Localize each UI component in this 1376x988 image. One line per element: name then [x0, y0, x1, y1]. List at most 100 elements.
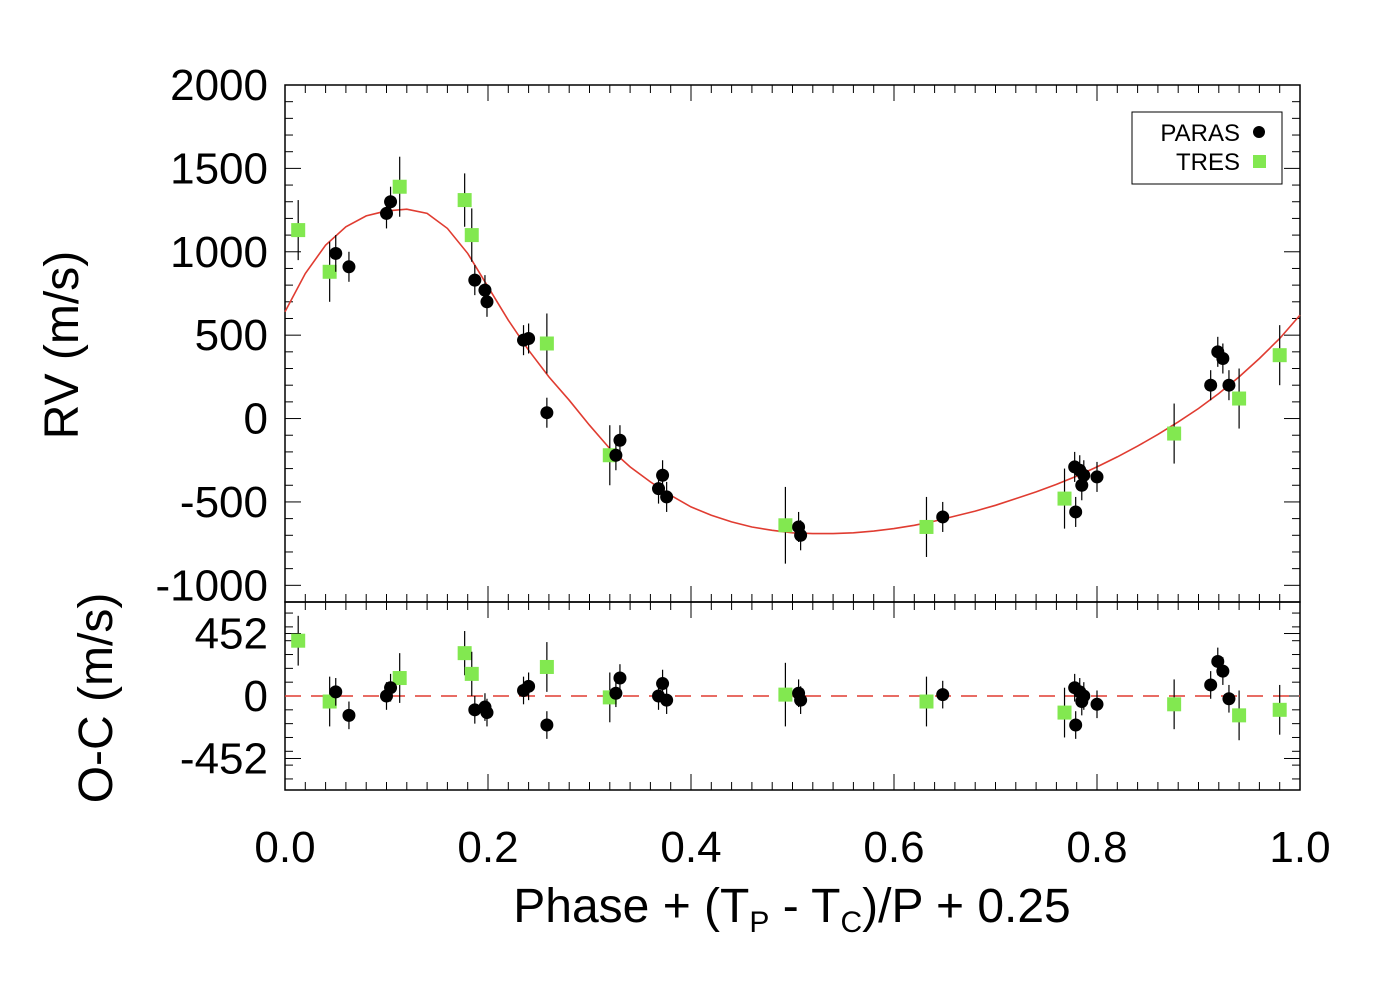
- legend-label-paras: PARAS: [1160, 120, 1240, 147]
- x-tick-label: 0.6: [863, 823, 924, 872]
- x-tick-label: 0.4: [660, 823, 721, 872]
- tres-residual-point: [291, 633, 306, 648]
- tres-residual-point: [1272, 702, 1287, 717]
- paras-residual-point: [480, 706, 494, 720]
- tres-rv-point: [1057, 491, 1072, 506]
- residuals-y-tick-label: 452: [195, 610, 268, 659]
- paras-rv-point: [656, 468, 670, 482]
- tres-residual-point: [322, 694, 337, 709]
- paras-residual-point: [342, 708, 356, 722]
- paras-rv-point: [522, 331, 536, 345]
- paras-rv-point: [652, 482, 666, 496]
- rv-y-axis-title: RV (m/s): [36, 251, 89, 439]
- rv-y-tick-label: 500: [195, 311, 268, 360]
- x-tick-label: 0.0: [254, 823, 315, 872]
- residuals-y-tick-label: 0: [244, 672, 268, 721]
- paras-rv-point: [1204, 378, 1218, 392]
- paras-rv-point: [1075, 478, 1089, 492]
- rv-y-tick-label: 1000: [170, 228, 268, 277]
- paras-rv-point: [384, 195, 398, 209]
- x-axis-title-subscript-c: C: [840, 906, 862, 939]
- paras-residual-point: [540, 718, 554, 732]
- paras-rv-point: [936, 510, 950, 524]
- paras-rv-point: [609, 448, 623, 462]
- tres-rv-point: [1167, 426, 1182, 441]
- rv-model-curve: [284, 208, 1301, 535]
- legend-label-tres: TRES: [1176, 149, 1240, 176]
- paras-rv-point: [342, 260, 356, 274]
- tres-rv-point: [322, 264, 337, 279]
- rv-y-tick-label: 2000: [170, 61, 268, 110]
- tres-residual-point: [392, 671, 407, 686]
- rv-y-tick-label: -500: [180, 478, 268, 527]
- tres-residual-point: [919, 694, 934, 709]
- legend-marker-paras: [1253, 126, 1265, 138]
- tres-residual-point: [457, 646, 472, 661]
- tres-rv-point: [1272, 348, 1287, 363]
- residuals-y-tick-labels: 452 0 -452: [180, 610, 268, 784]
- paras-rv-point: [660, 490, 674, 504]
- residuals-data-points: [291, 615, 1287, 741]
- paras-residual-point: [656, 677, 670, 691]
- paras-residual-point: [1222, 692, 1236, 706]
- legend-marker-tres: [1253, 155, 1266, 168]
- paras-residual-point: [1211, 654, 1225, 668]
- residuals-y-axis-title: O-C (m/s): [70, 593, 123, 804]
- paras-rv-point: [478, 283, 492, 297]
- tres-rv-point: [392, 179, 407, 194]
- paras-residual-point: [609, 686, 623, 700]
- paras-residual-point: [384, 681, 398, 695]
- paras-rv-point: [380, 206, 393, 220]
- paras-rv-point: [794, 528, 808, 542]
- tres-residual-point: [1057, 705, 1072, 720]
- paras-residual-point: [1216, 664, 1230, 678]
- x-axis-title-subscript-p: P: [749, 906, 769, 939]
- residuals-y-tick-label: -452: [180, 734, 268, 783]
- paras-residual-point: [522, 679, 536, 693]
- legend: PARAS TRES: [1131, 111, 1283, 185]
- rv-y-tick-label: 0: [244, 395, 268, 444]
- tres-residual-point: [464, 666, 479, 681]
- tres-rv-point: [457, 193, 472, 208]
- paras-rv-point: [613, 433, 627, 447]
- tres-rv-point: [919, 519, 934, 534]
- legend-box: [1131, 111, 1283, 185]
- paras-rv-point: [480, 295, 494, 309]
- paras-residual-point: [329, 685, 343, 699]
- x-tick-label: 0.2: [457, 823, 518, 872]
- paras-rv-point: [540, 406, 554, 420]
- x-axis-title-main: Phase + (T: [513, 880, 749, 933]
- paras-residual-point: [1090, 697, 1104, 711]
- residuals-panel-ticks: [284, 602, 1301, 790]
- paras-rv-point: [1077, 468, 1091, 482]
- paras-rv-point: [468, 273, 482, 287]
- paras-residual-point: [1069, 718, 1083, 732]
- x-tick-label: 1.0: [1269, 823, 1330, 872]
- rv-y-tick-label: -1000: [155, 561, 268, 610]
- paras-rv-point: [1090, 470, 1104, 484]
- paras-residual-point: [1204, 678, 1218, 692]
- x-axis-title-tail: )/P + 0.25: [862, 880, 1071, 933]
- paras-rv-point: [1069, 505, 1083, 519]
- paras-residual-point: [1077, 689, 1091, 703]
- rv-data-points: [291, 156, 1287, 564]
- paras-residual-point: [613, 671, 627, 685]
- tres-residual-point: [539, 659, 554, 674]
- residuals-panel: 452 0 -452 O-C (m/s): [70, 593, 1301, 804]
- x-axis-title-minus: - T: [769, 880, 840, 933]
- rv-y-tick-label: 1500: [170, 144, 268, 193]
- rv-panel-ticks: [284, 84, 1301, 603]
- paras-rv-point: [329, 246, 343, 260]
- paras-residual-point: [468, 703, 482, 717]
- paras-residual-point: [794, 693, 808, 707]
- rv-y-tick-labels: 2000 1500 1000 500 0 -500 -1000: [155, 61, 268, 610]
- paras-residual-point: [660, 693, 674, 707]
- paras-rv-point: [1216, 352, 1230, 366]
- rv-panel: 2000 1500 1000 500 0 -500 -1000 RV (m/s): [36, 61, 1301, 610]
- tres-rv-point: [1232, 391, 1247, 406]
- tres-rv-point: [539, 336, 554, 351]
- x-tick-label: 0.8: [1066, 823, 1127, 872]
- tres-residual-point: [1232, 708, 1247, 723]
- paras-residual-point: [936, 688, 950, 702]
